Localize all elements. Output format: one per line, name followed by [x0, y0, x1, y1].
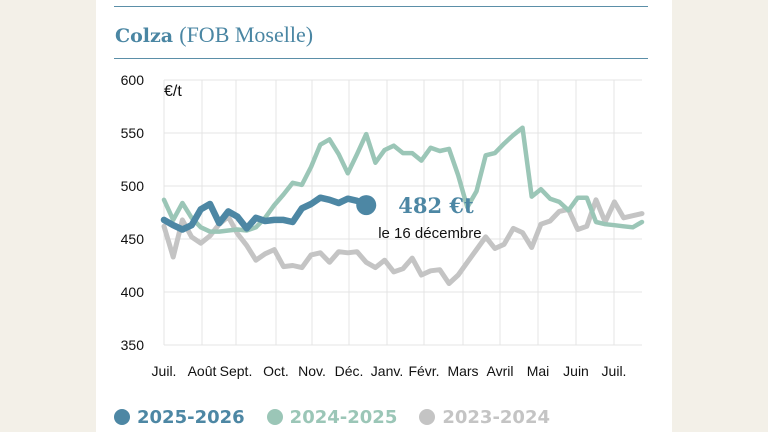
annotation-value-label: 482 €t [398, 193, 474, 218]
y-tick-label: 600 [121, 72, 145, 88]
x-tick-label: Oct. [263, 363, 289, 379]
legend-dot-2024-2025 [266, 409, 283, 425]
chart-title-sub: (FOB Moselle) [179, 22, 314, 47]
chart-legend: 2025-2026 2024-2025 2023-2024 [114, 404, 572, 430]
legend-label-2023-2024: 2023-2024 [442, 406, 551, 428]
legend-label-2025-2026: 2025-2026 [137, 406, 245, 428]
chart-title: Colza (FOB Moselle) [115, 22, 313, 48]
x-tick-label: Juil. [602, 363, 627, 379]
x-tick-label: Avril [487, 363, 514, 379]
x-tick-label: Juil. [152, 363, 177, 379]
series-line-2025-2026 [160, 194, 370, 233]
y-tick-label: 400 [121, 284, 145, 300]
title-rule [114, 58, 648, 59]
series-line-2024-2025 [161, 125, 645, 234]
x-tick-label: Mai [527, 363, 550, 379]
legend-dot-2025-2026 [114, 409, 130, 425]
series-line-2023-2024 [161, 197, 645, 286]
current-value-marker [356, 195, 377, 216]
x-tick-label: Déc. [335, 363, 364, 379]
y-tick-label: 450 [121, 231, 145, 247]
annotation-date-label: le 16 décembre [378, 225, 481, 242]
y-tick-label: 500 [121, 178, 145, 194]
top-rule [114, 6, 648, 7]
legend-item-2025-2026: 2025-2026 [114, 407, 245, 428]
x-tick-label: Août [188, 363, 217, 379]
legend-label-2024-2025: 2024-2025 [289, 406, 398, 428]
y-axis-unit-label: €/t [164, 83, 182, 100]
line-chart: 350 400 450 500 550 600 Juil. Août Sept. Oct. Nov.… [121, 72, 645, 379]
x-tick-label: Févr. [408, 363, 439, 379]
chart-card: Colza (FOB Moselle) 350 400 450 500 550 600 Ju… [96, 0, 672, 432]
legend-item-2024-2025: 2024-2025 [266, 406, 398, 428]
x-tick-label: Sept. [220, 363, 253, 379]
legend-item-2023-2024: 2023-2024 [419, 407, 550, 428]
x-tick-label: Juin [563, 363, 589, 379]
legend-dot-2023-2024 [419, 409, 436, 425]
y-tick-label: 350 [121, 337, 145, 353]
chart-title-main: Colza [115, 25, 174, 47]
x-tick-label: Janv. [371, 363, 403, 379]
x-tick-label: Mars [447, 363, 478, 379]
y-tick-label: 550 [121, 125, 145, 141]
x-tick-label: Nov. [298, 363, 326, 379]
